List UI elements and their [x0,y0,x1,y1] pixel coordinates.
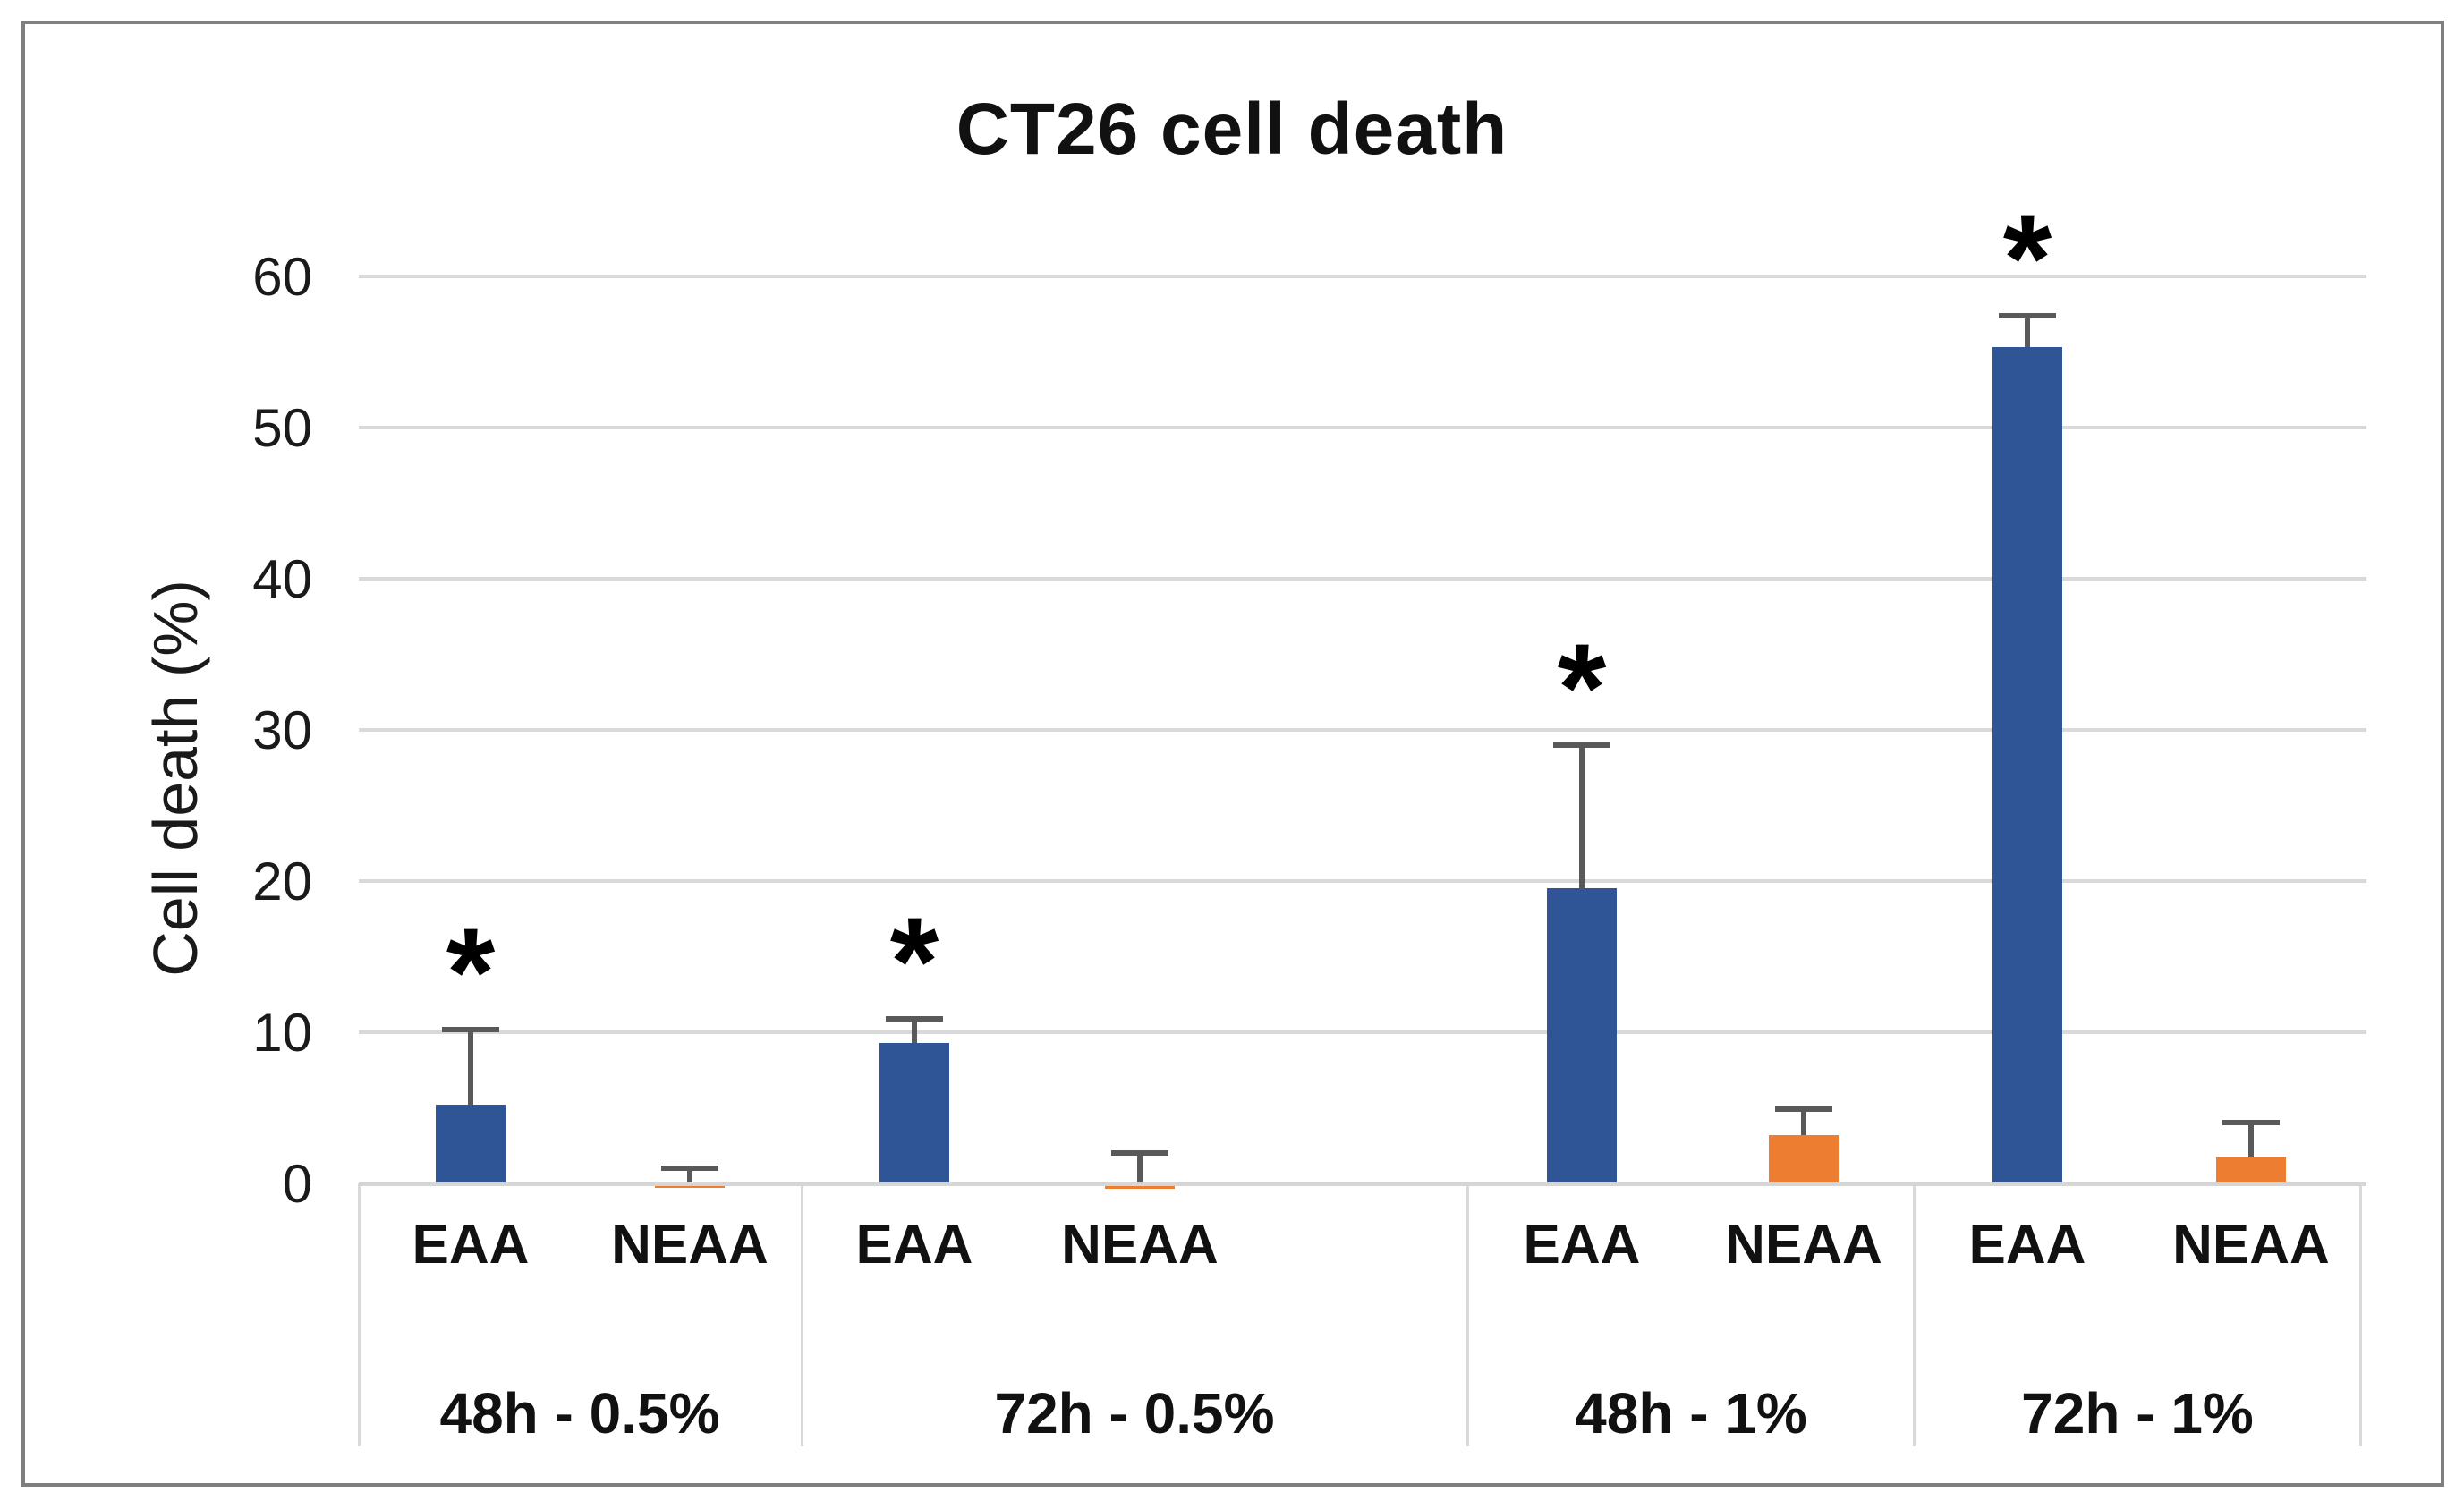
error-bar-stem-neaa-group1 [687,1168,692,1183]
category-label-eaa-group4: EAA [1968,1214,2086,1276]
error-bar-stem-neaa-group3 [1801,1109,1806,1135]
y-tick-label-50: 50 [252,398,312,458]
error-bar-stem-eaa-group1 [468,1030,473,1106]
bar-neaa-group2 [1105,1184,1175,1189]
gridline-60 [359,275,2366,278]
category-label-eaa-group2: EAA [855,1214,973,1276]
category-divider-3 [1913,1183,1916,1446]
y-tick-label-30: 30 [252,700,312,760]
error-bar-cap-neaa-group2 [1111,1150,1168,1156]
category-divider-1 [801,1183,803,1446]
error-bar-cap-neaa-group3 [1775,1106,1832,1112]
group-label-4: 72h - 1% [2021,1381,2254,1445]
x-axis-line [359,1182,2366,1186]
error-bar-cap-neaa-group1 [661,1166,718,1171]
error-bar-cap-neaa-group4 [2222,1120,2280,1125]
bar-eaa-group2 [879,1043,949,1183]
category-label-eaa-group3: EAA [1523,1214,1641,1276]
category-divider-2 [1466,1183,1469,1446]
error-bar-stem-neaa-group4 [2248,1123,2254,1157]
error-bar-cap-eaa-group2 [886,1016,943,1022]
gridline-10 [359,1030,2366,1034]
bar-eaa-group4 [1992,347,2062,1183]
significance-asterisk-eaa-group1: * [446,902,496,1042]
chart-title: CT26 cell death [956,89,1508,170]
category-label-neaa-group1: NEAA [611,1214,769,1276]
group-label-2: 72h - 0.5% [994,1381,1275,1445]
error-bar-cap-eaa-group1 [442,1027,499,1032]
error-bar-cap-eaa-group4 [1999,313,2056,318]
bar-neaa-group4 [2216,1157,2286,1183]
category-divider-0 [358,1183,361,1446]
error-bar-stem-neaa-group2 [1137,1153,1143,1183]
y-tick-label-60: 60 [252,247,312,307]
bar-neaa-group1 [655,1184,725,1188]
gridline-50 [359,426,2366,429]
category-label-neaa-group4: NEAA [2172,1214,2330,1276]
group-label-1: 48h - 0.5% [439,1381,720,1445]
bar-neaa-group3 [1769,1135,1839,1183]
y-tick-label-0: 0 [282,1154,312,1214]
category-divider-4 [2359,1183,2362,1446]
error-bar-stem-eaa-group3 [1579,745,1585,889]
category-label-neaa-group2: NEAA [1061,1214,1219,1276]
bar-eaa-group1 [436,1105,506,1183]
bar-eaa-group3 [1547,888,1617,1183]
group-label-3: 48h - 1% [1575,1381,1807,1445]
y-tick-label-10: 10 [252,1003,312,1063]
error-bar-stem-eaa-group2 [912,1019,917,1043]
gridline-20 [359,879,2366,883]
significance-asterisk-eaa-group2: * [889,891,939,1031]
y-tick-label-40: 40 [252,549,312,609]
category-label-eaa-group1: EAA [412,1214,530,1276]
category-label-neaa-group3: NEAA [1725,1214,1882,1276]
gridline-30 [359,728,2366,732]
error-bar-cap-eaa-group3 [1553,742,1610,748]
significance-asterisk-eaa-group3: * [1557,617,1607,758]
error-bar-stem-eaa-group4 [2025,316,2030,347]
significance-asterisk-eaa-group4: * [2002,188,2052,328]
gridline-40 [359,577,2366,581]
y-tick-label-20: 20 [252,852,312,911]
